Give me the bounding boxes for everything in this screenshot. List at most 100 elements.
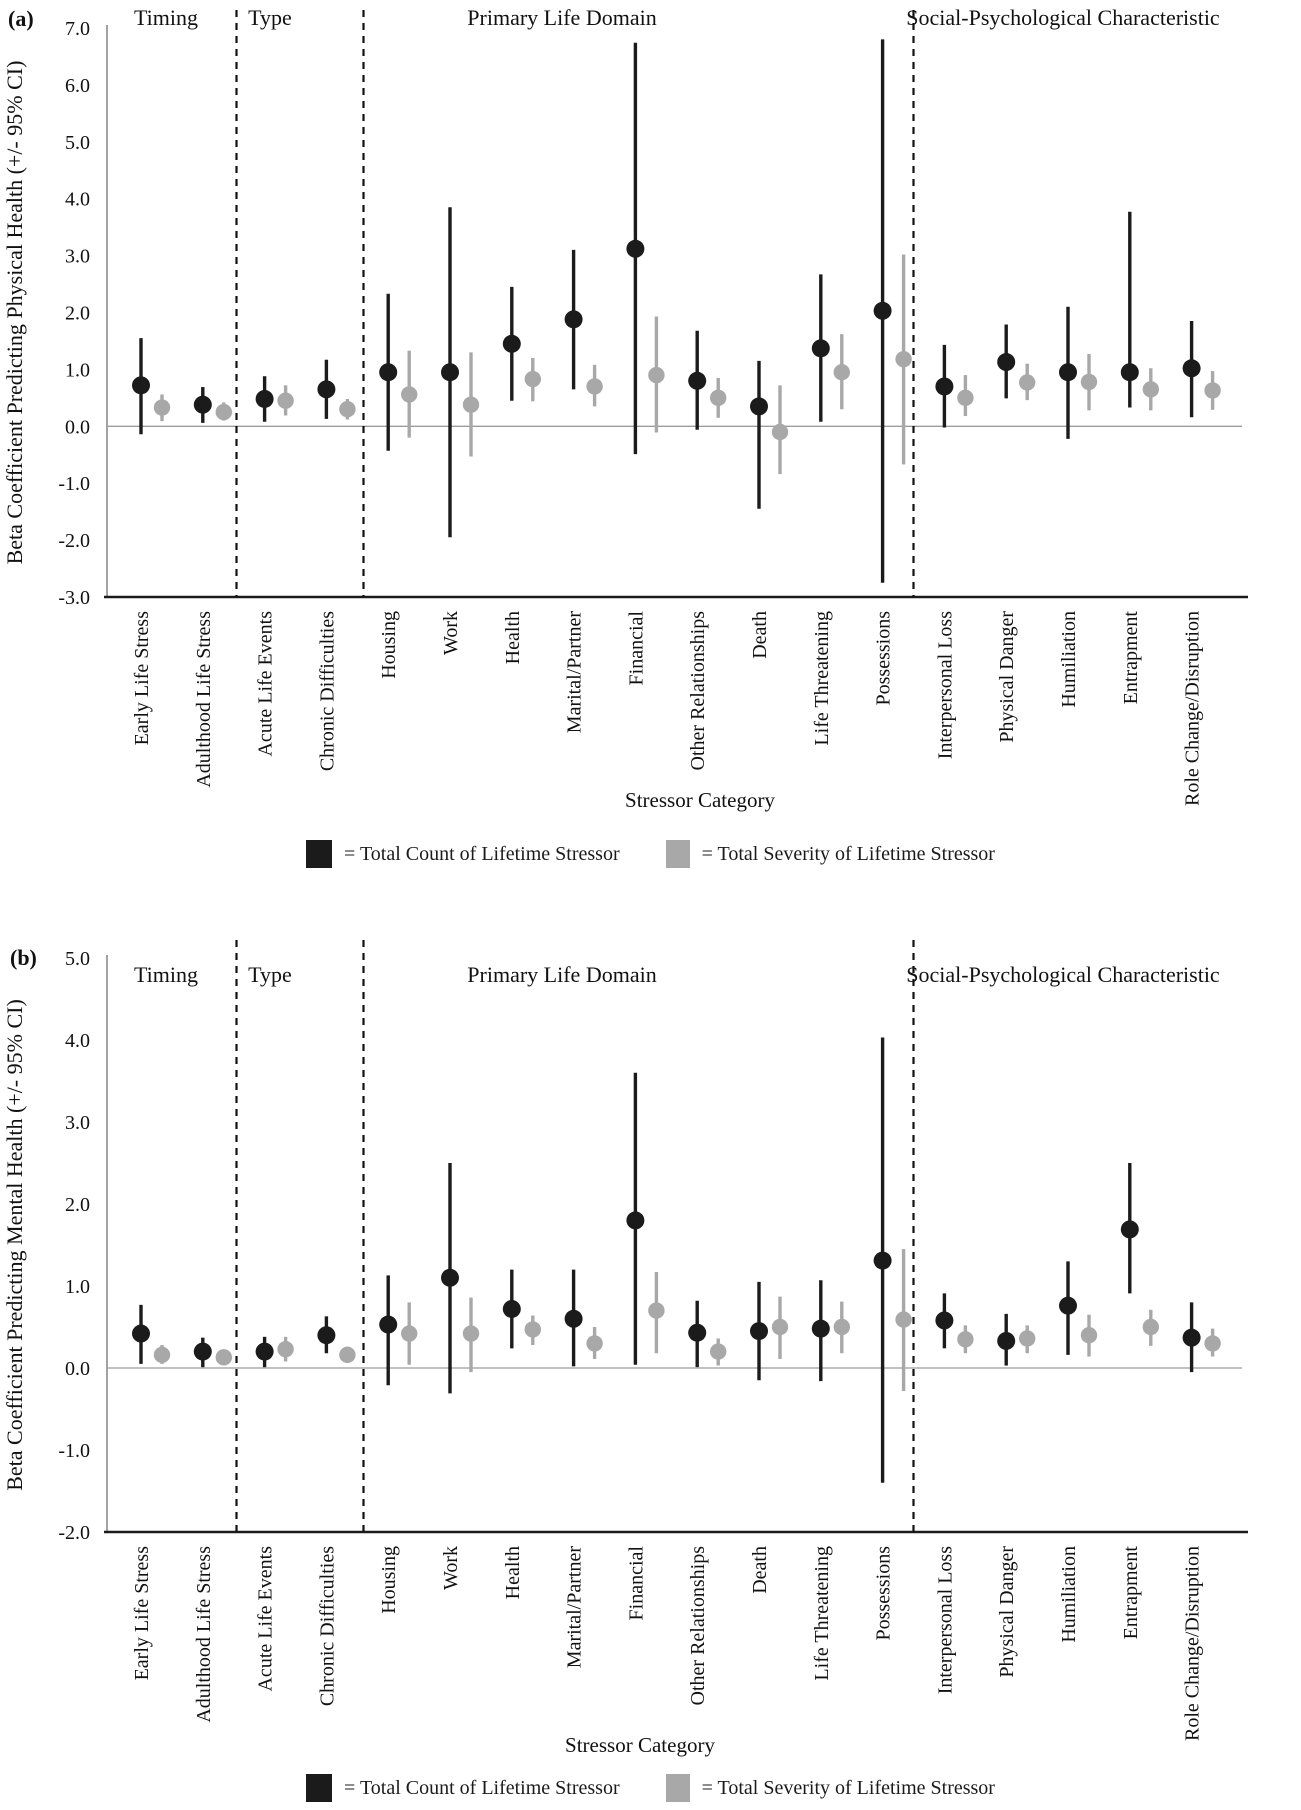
section-header: Social-Psychological Characteristic [906,962,1220,987]
beta-dot [339,401,356,418]
y-tick-label: 4.0 [65,1030,90,1052]
y-tick-label: 4.0 [65,189,90,211]
category-label: Entrapment [1120,1546,1142,1640]
beta-dot [895,1311,912,1328]
beta-dot [401,1325,418,1342]
beta-dot [688,371,707,390]
beta-dot [462,396,480,413]
y-tick-label: 1.0 [65,1276,90,1298]
beta-dot [688,1323,707,1342]
beta-dot [811,339,830,358]
category-label: Humiliation [1058,1546,1080,1643]
legend-item-severity: = Total Severity of Lifetime Stressor [665,840,995,868]
y-tick-label: 2.0 [65,1194,90,1216]
beta-dot [771,1318,789,1336]
section-header: Type [248,5,292,30]
beta-dot [935,1311,954,1330]
category-label: Acute Life Events [255,611,277,757]
category-label: Financial [625,1546,647,1621]
y-tick-label: 7.0 [65,18,90,40]
beta-dot [1018,374,1036,391]
beta-dot [277,392,294,409]
category-label: Work [440,611,462,655]
beta-dot [441,1268,459,1287]
y-tick-label: -3.0 [58,587,90,609]
beta-dot [1018,1330,1036,1347]
beta-dot [524,370,541,388]
beta-dot [935,377,954,396]
beta-dot [1204,382,1221,399]
legend-severity-label: = Total Severity of Lifetime Stressor [701,1776,995,1799]
beta-dot [379,363,398,382]
beta-dot [1182,359,1201,378]
category-label: Housing [378,611,400,679]
category-label: Role Change/Disruption [1182,611,1204,806]
legend-item-count: = Total Count of Lifetime Stressor [306,840,620,868]
beta-dot [1080,1327,1098,1344]
beta-dot [997,1331,1016,1350]
beta-dot [317,380,336,399]
beta-dot [1080,373,1098,391]
beta-dot [648,366,665,384]
beta-dot [710,1343,727,1360]
beta-dot [873,1251,892,1270]
y-tick-label: 5.0 [65,948,90,970]
beta-dot [1059,1296,1077,1315]
category-label: Possessions [873,1546,895,1641]
category-label: Marital/Partner [564,611,586,734]
beta-dot [132,376,150,395]
beta-dot [277,1340,294,1358]
beta-dot [811,1319,830,1338]
y-tick-label: -2.0 [58,530,90,552]
legend-item-count: = Total Count of Lifetime Stressor [306,1774,620,1802]
beta-dot [750,397,768,416]
beta-dot [1142,381,1160,398]
beta-dot [1120,363,1139,382]
section-header: Social-Psychological Characteristic [906,5,1220,30]
category-label: Interpersonal Loss [934,1546,956,1695]
x-axis-title: Stressor Category [565,1733,715,1757]
beta-dot [502,1299,521,1318]
beta-dot [1059,363,1077,382]
beta-dot [524,1321,541,1338]
y-tick-label: 0.0 [65,1358,90,1380]
beta-dot [215,1349,232,1366]
y-tick-label: 3.0 [65,246,90,268]
beta-dot [1182,1328,1201,1347]
legend-item-severity: = Total Severity of Lifetime Stressor [665,1774,995,1802]
category-label: Early Life Stress [131,1546,153,1681]
category-label: Adulthood Life Stress [193,1546,215,1723]
y-tick-label: 3.0 [65,1112,90,1134]
legend-count-label: = Total Count of Lifetime Stressor [344,1776,620,1799]
beta-dot [502,334,521,353]
category-label: Other Relationships [687,1546,709,1706]
severity-swatch-icon [665,840,690,868]
y-tick-label: -1.0 [58,473,90,495]
category-label: Acute Life Events [255,1546,277,1692]
y-axis-title: Beta Coefficient Predicting Physical Hea… [2,61,27,565]
category-label: Early Life Stress [131,611,153,746]
section-header: Type [248,962,292,987]
beta-dot [586,1335,603,1352]
section-header: Timing [134,5,198,30]
category-label: Housing [378,1546,400,1614]
beta-dot [339,1346,356,1364]
beta-dot [153,399,171,416]
beta-dot [873,301,892,320]
y-tick-label: 2.0 [65,303,90,325]
beta-dot [193,1342,212,1361]
y-tick-label: -2.0 [58,1522,90,1544]
beta-dot [193,395,212,414]
category-label: Possessions [873,611,895,706]
section-header: Timing [134,962,198,987]
beta-dot [215,403,232,421]
beta-dot [710,389,727,407]
beta-dot [401,386,418,403]
category-label: Life Threatening [811,1546,833,1681]
panel-letter: (a) [8,6,34,31]
beta-dot [997,353,1016,372]
category-label: Marital/Partner [564,1546,586,1669]
beta-dot [132,1324,150,1343]
category-label: Entrapment [1120,611,1142,705]
count-swatch-icon [306,840,333,868]
